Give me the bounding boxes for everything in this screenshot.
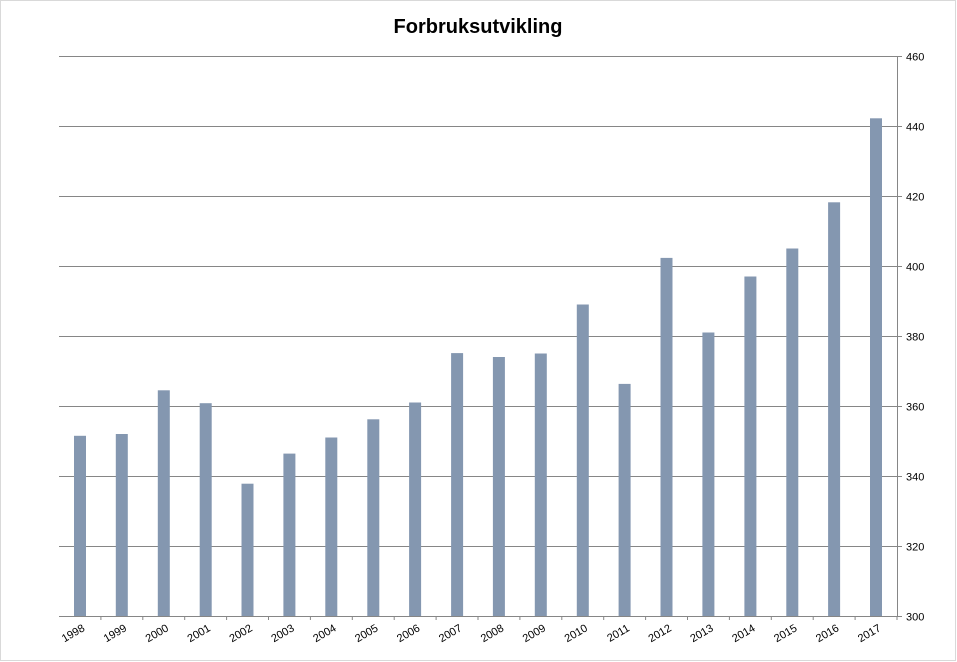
y-tick-label: 300: [906, 612, 924, 624]
chart-title: Forbruksutvikling: [394, 16, 563, 38]
bar-2016: [828, 202, 841, 617]
bar-2017: [870, 118, 882, 617]
bar-2008: [492, 357, 505, 616]
y-tick-label: 440: [906, 122, 924, 134]
bars: [74, 118, 882, 617]
bar-2011: [618, 383, 631, 616]
bar-2004: [325, 437, 338, 616]
bar-2009: [534, 353, 547, 616]
bar-2003: [283, 453, 296, 616]
y-tick-label: 460: [906, 52, 924, 64]
bar-2012: [660, 257, 673, 616]
bar-2002: [241, 483, 254, 616]
bar-2000: [157, 390, 170, 617]
axes: [59, 56, 902, 620]
y-tick-label: 420: [906, 192, 924, 204]
bar-2014: [744, 276, 757, 616]
bar-2015: [786, 248, 799, 616]
bar-2005: [367, 419, 380, 616]
bar-1999: [115, 434, 128, 616]
y-tick-label: 400: [906, 262, 924, 274]
bar-2006: [409, 402, 422, 616]
gridlines: [59, 56, 897, 547]
y-tick-labels: 300 320 340 360 380 400 420 440 460: [906, 52, 924, 624]
bar-1998: [74, 435, 86, 617]
y-tick-label: 360: [906, 402, 924, 414]
bar-2013: [702, 332, 715, 616]
bar-2001: [199, 403, 212, 616]
y-tick-label: 320: [906, 542, 924, 554]
bar-2007: [451, 353, 464, 616]
y-tick-label: 380: [906, 332, 924, 344]
bar-2010: [576, 304, 589, 616]
y-tick-label: 340: [906, 472, 924, 484]
